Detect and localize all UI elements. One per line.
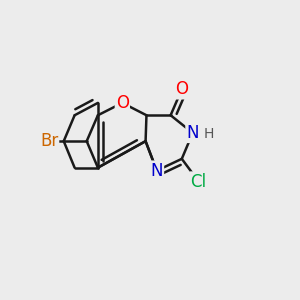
Text: N: N	[151, 162, 163, 180]
Text: Br: Br	[40, 132, 58, 150]
Text: O: O	[116, 94, 129, 112]
Text: N: N	[186, 124, 199, 142]
Text: H: H	[204, 128, 214, 141]
Text: O: O	[175, 80, 188, 98]
Text: Cl: Cl	[190, 172, 207, 190]
